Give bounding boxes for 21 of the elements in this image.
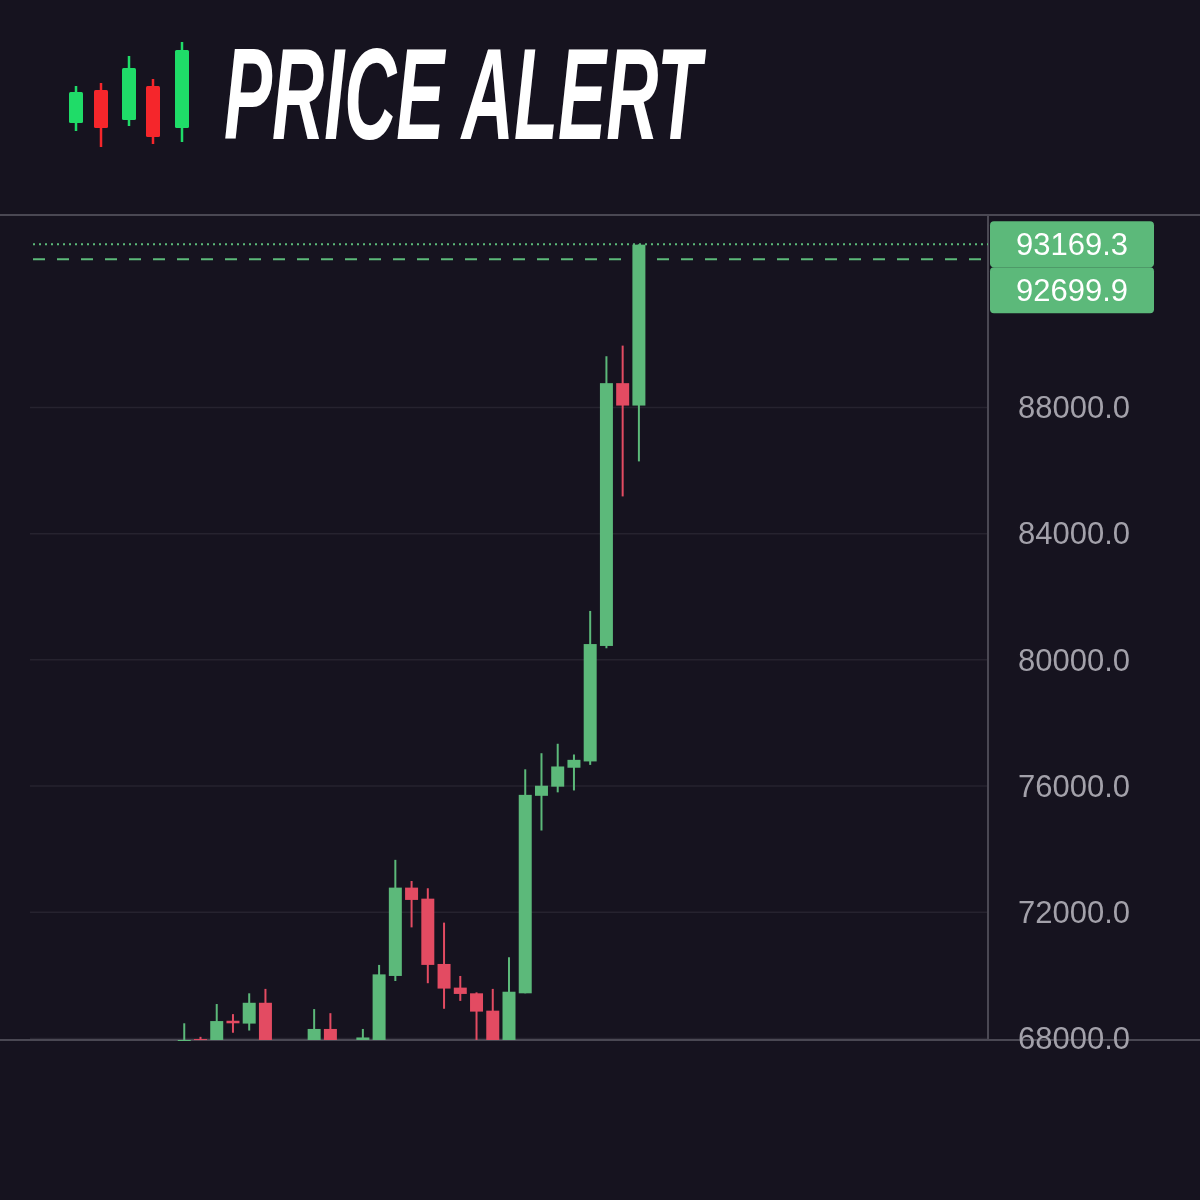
candlestick: [405, 879, 419, 929]
candlestick: [210, 1003, 224, 1041]
candlestick: [534, 752, 548, 832]
y-tick-label: 72000.0: [1017, 895, 1131, 931]
candlestick: [323, 1012, 337, 1041]
candlestick: [242, 992, 256, 1032]
y-tick-label: 68000.0: [1017, 1021, 1131, 1057]
candlestick: [470, 991, 484, 1041]
y-tick-label: 76000.0: [1017, 768, 1131, 804]
candlestick: [453, 974, 467, 1002]
candlestick: [551, 742, 565, 794]
y-tick-label: 80000.0: [1017, 642, 1131, 678]
y-tick-label: 84000.0: [1017, 516, 1131, 552]
chart-title: PRICE ALERT: [224, 21, 707, 167]
ref-line-label: 92699.9: [1015, 273, 1129, 309]
candlestick: [177, 1022, 191, 1041]
y-tick-label: 88000.0: [1017, 390, 1131, 426]
ref-line-label: 93169.3: [1015, 227, 1129, 263]
candlestick: [307, 1008, 321, 1041]
candlestick: [616, 344, 630, 498]
candlestick: [567, 753, 581, 792]
